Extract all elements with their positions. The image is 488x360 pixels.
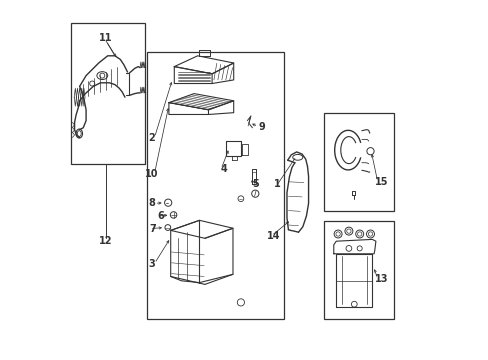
- Text: 5: 5: [251, 179, 258, 189]
- Text: 7: 7: [149, 224, 156, 234]
- Text: 12: 12: [99, 236, 112, 246]
- Bar: [147, 52, 284, 319]
- Text: 3: 3: [148, 258, 155, 269]
- Text: 2: 2: [148, 132, 155, 143]
- Text: 13: 13: [374, 274, 388, 284]
- Text: 9: 9: [258, 122, 264, 132]
- Text: 10: 10: [144, 168, 158, 179]
- Text: 1: 1: [273, 179, 280, 189]
- Text: 14: 14: [267, 231, 280, 241]
- Text: 6: 6: [157, 211, 164, 221]
- Text: 15: 15: [374, 177, 387, 187]
- Bar: [323, 113, 393, 211]
- Bar: [323, 221, 393, 319]
- Text: 4: 4: [220, 164, 226, 174]
- Text: 11: 11: [99, 33, 112, 43]
- Bar: [71, 23, 144, 164]
- Text: 8: 8: [148, 198, 155, 208]
